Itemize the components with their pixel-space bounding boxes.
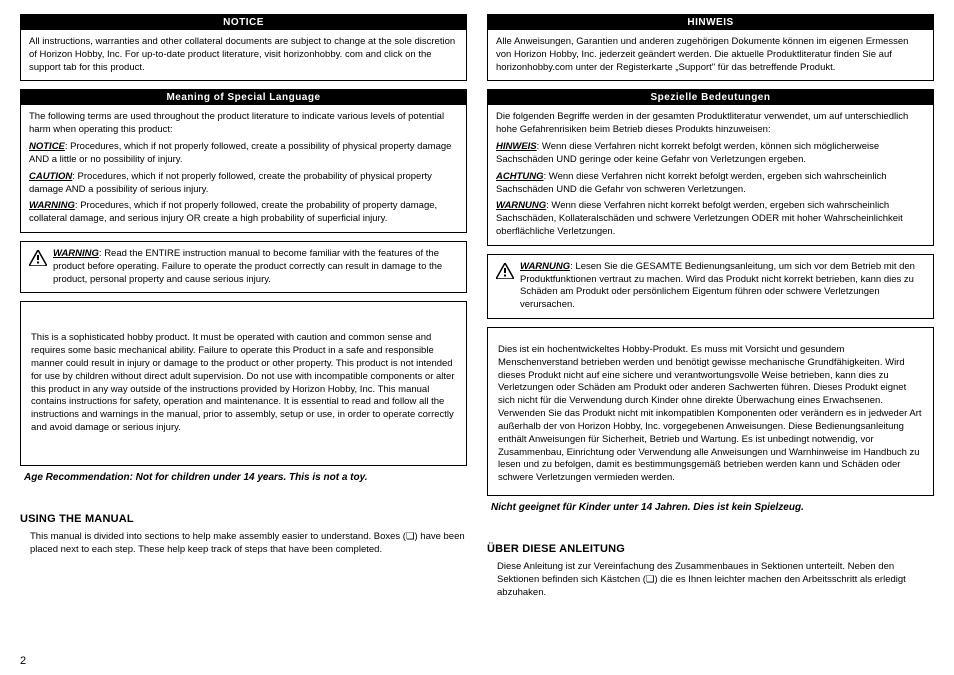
right-column: HINWEIS Alle Anweisungen, Garantien und … — [487, 14, 934, 599]
meaning-intro-left: The following terms are used throughout … — [29, 111, 458, 137]
page-number: 2 — [20, 655, 26, 667]
meaning-header-right: Spezielle Bedeutungen — [488, 90, 933, 105]
meaning-item-right-0: HINWEIS: Wenn diese Verfahren nicht korr… — [496, 141, 925, 167]
meaning-box-left: Meaning of Special Language The followin… — [20, 89, 467, 233]
meaning-item-right-1: ACHTUNG: Wenn diese Verfahren nicht korr… — [496, 171, 925, 197]
meaning-intro-right: Die folgenden Begriffe werden in der ges… — [496, 111, 925, 137]
notice-box-left: NOTICE All instructions, warranties and … — [20, 14, 467, 81]
two-column-layout: NOTICE All instructions, warranties and … — [20, 14, 934, 599]
meaning-body-right: Die folgenden Begriffe werden in der ges… — [488, 105, 933, 244]
about-manual-body: Diese Anleitung ist zur Vereinfachung de… — [487, 561, 934, 599]
using-manual-heading: USING THE MANUAL — [20, 513, 467, 525]
notice-body-right: Alle Anweisungen, Garantien und anderen … — [488, 30, 933, 80]
description-box-left: This is a sophisticated hobby product. I… — [20, 301, 467, 466]
notice-header-right: HINWEIS — [488, 15, 933, 30]
notice-box-right: HINWEIS Alle Anweisungen, Garantien und … — [487, 14, 934, 81]
meaning-header-left: Meaning of Special Language — [21, 90, 466, 105]
warning-triangle-icon — [29, 250, 47, 266]
warning-text-right: WARNUNG: Lesen Sie die GESAMTE Bedienung… — [520, 261, 925, 312]
meaning-body-left: The following terms are used throughout … — [21, 105, 466, 232]
meaning-item-right-2: WARNUNG: Wenn diese Verfahren nicht korr… — [496, 200, 925, 238]
meaning-item-left-0: NOTICE: Procedures, which if not properl… — [29, 141, 458, 167]
warning-box-left: WARNING: Read the ENTIRE instruction man… — [20, 241, 467, 293]
meaning-box-right: Spezielle Bedeutungen Die folgenden Begr… — [487, 89, 934, 245]
age-recommendation-left: Age Recommendation: Not for children und… — [20, 472, 467, 483]
notice-header-left: NOTICE — [21, 15, 466, 30]
using-manual-body: This manual is divided into sections to … — [20, 531, 467, 557]
meaning-item-left-1: CAUTION: Procedures, which if not proper… — [29, 171, 458, 197]
age-recommendation-right: Nicht geeignet für Kinder unter 14 Jahre… — [487, 502, 934, 513]
warning-box-right: WARNUNG: Lesen Sie die GESAMTE Bedienung… — [487, 254, 934, 319]
notice-body-left: All instructions, warranties and other c… — [21, 30, 466, 80]
warning-triangle-icon — [496, 263, 514, 279]
description-box-right: Dies ist ein hochentwickeltes Hobby-Prod… — [487, 327, 934, 496]
left-column: NOTICE All instructions, warranties and … — [20, 14, 467, 599]
about-manual-heading: ÜBER DIESE ANLEITUNG — [487, 543, 934, 555]
meaning-item-left-2: WARNING: Procedures, which if not proper… — [29, 200, 458, 226]
warning-text-left: WARNING: Read the ENTIRE instruction man… — [53, 248, 458, 286]
